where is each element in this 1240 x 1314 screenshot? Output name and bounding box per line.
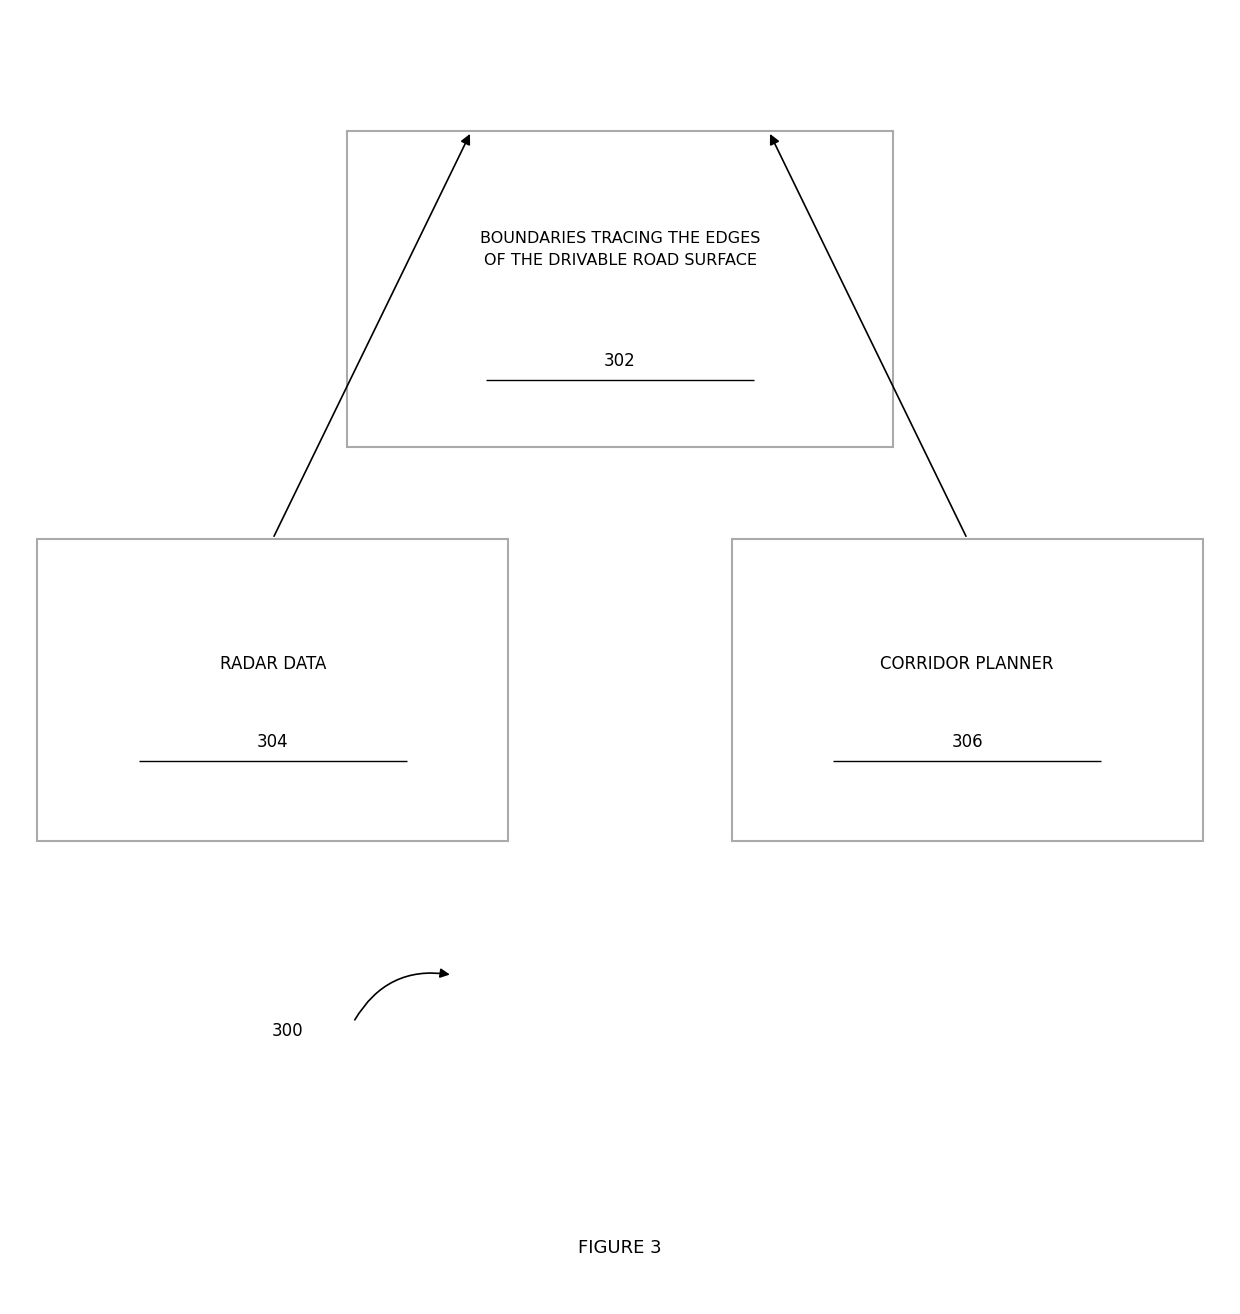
Text: CORRIDOR PLANNER: CORRIDOR PLANNER [880, 654, 1054, 673]
Text: FIGURE 3: FIGURE 3 [578, 1239, 662, 1257]
Text: 306: 306 [951, 733, 983, 752]
Text: 302: 302 [604, 352, 636, 371]
FancyBboxPatch shape [732, 539, 1203, 841]
Text: RADAR DATA: RADAR DATA [219, 654, 326, 673]
Text: 300: 300 [272, 1022, 304, 1041]
FancyBboxPatch shape [347, 131, 893, 447]
Text: 304: 304 [257, 733, 289, 752]
FancyBboxPatch shape [37, 539, 508, 841]
Text: BOUNDARIES TRACING THE EDGES
OF THE DRIVABLE ROAD SURFACE: BOUNDARIES TRACING THE EDGES OF THE DRIV… [480, 231, 760, 268]
